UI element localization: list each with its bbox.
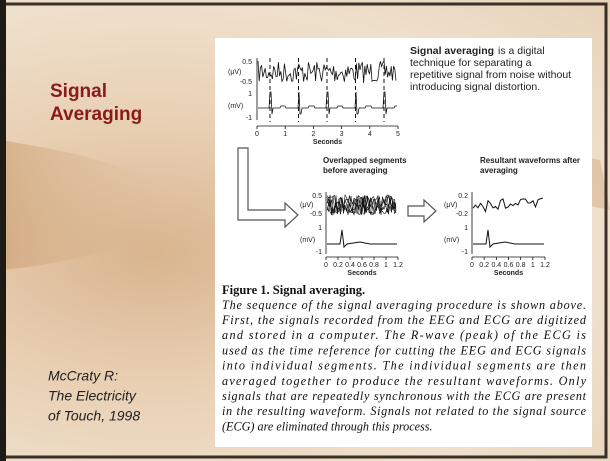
panel-title: Resultant waveforms after — [480, 156, 580, 165]
caption-line: (ECG) are eliminated through this proces… — [222, 419, 433, 433]
caption-line: signals that are repeatedly synchronous … — [222, 389, 587, 403]
x-tick-label: 0.8 — [516, 262, 526, 269]
unit-label: (mV) — [228, 103, 243, 110]
intro-line: technique for separating a — [410, 57, 532, 69]
intro-line: introducing signal distortion. — [410, 81, 540, 93]
trace — [327, 229, 397, 249]
x-tick-label: 4 — [368, 131, 372, 138]
tick-label: 1 — [464, 225, 468, 232]
unit-label: (mV) — [444, 237, 459, 244]
caption-line: averaged together to produce the resulta… — [222, 374, 587, 388]
intro-text: Signal averaging is a digital — [410, 45, 545, 57]
intro-bold: Signal averaging — [410, 45, 494, 57]
tick-label: -1 — [246, 115, 252, 122]
slide-title: Averaging — [50, 104, 142, 125]
panel-title: averaging — [480, 166, 518, 175]
x-tick-label: 0.6 — [504, 262, 514, 269]
caption-line: and stored in a computer. The R-wave (pe… — [222, 328, 586, 342]
citation: of Touch, 1998 — [48, 408, 140, 424]
intro-line: repetitive signal from noise without — [410, 69, 571, 81]
x-axis-label: Seconds — [494, 270, 523, 277]
x-tick-label: 0.8 — [369, 262, 379, 269]
figure-panel — [215, 38, 592, 447]
panel-title: before averaging — [323, 166, 388, 175]
trace — [326, 194, 397, 215]
flow-arrow — [237, 147, 299, 229]
intro-line: is a digital — [498, 45, 545, 57]
x-tick-label: 0.4 — [491, 262, 501, 269]
citation: McCraty R: — [48, 368, 118, 384]
unit-label: (μV) — [300, 202, 313, 209]
x-tick-label: 0 — [255, 131, 259, 138]
x-tick-label: 1 — [283, 131, 287, 138]
x-tick-label: 0.2 — [333, 262, 343, 269]
x-tick-label: 0 — [470, 262, 474, 269]
x-tick-label: 1 — [384, 262, 388, 269]
x-tick-label: 1.2 — [393, 262, 403, 269]
caption-line: used as the time reference for cutting t… — [222, 343, 586, 357]
caption-line: in the resulting waveform. Signals not r… — [222, 404, 587, 418]
trace — [258, 91, 397, 115]
tick-label: -0.5 — [310, 211, 322, 218]
tick-label: 0.5 — [242, 59, 252, 66]
tick-label: 0.5 — [312, 193, 322, 200]
x-tick-label: 0 — [324, 262, 328, 269]
caption-line: The sequence of the signal averaging pro… — [222, 298, 586, 312]
slide-title: Signal — [50, 81, 107, 102]
unit-label: (mV) — [300, 237, 315, 244]
x-axis-label: Seconds — [313, 139, 342, 146]
caption-line: First, the signals recorded from the EEG… — [221, 313, 587, 327]
tick-label: -0.5 — [240, 79, 252, 86]
caption-title: Figure 1. Signal averaging. — [222, 283, 365, 297]
x-tick-label: 1.2 — [540, 262, 550, 269]
background-shape — [0, 140, 188, 270]
trace — [473, 229, 544, 249]
flow-arrow — [407, 198, 437, 224]
trace — [472, 197, 544, 213]
unit-label: (μV) — [444, 202, 457, 209]
x-tick-label: 0.2 — [479, 262, 489, 269]
tick-label: 0.2 — [458, 193, 468, 200]
unit-label: (μV) — [228, 69, 241, 76]
tick-label: 1 — [318, 225, 322, 232]
x-tick-label: 5 — [396, 131, 400, 138]
tick-label: 1 — [248, 91, 252, 98]
panel-title: Overlapped segments — [323, 156, 407, 165]
x-tick-label: 1 — [531, 262, 535, 269]
slide-edge — [0, 0, 6, 461]
x-tick-label: 2 — [311, 131, 315, 138]
x-tick-label: 0.6 — [357, 262, 367, 269]
x-tick-label: 3 — [340, 131, 344, 138]
tick-label: -1 — [462, 249, 468, 256]
x-tick-label: 0.4 — [345, 262, 355, 269]
x-axis-label: Seconds — [347, 270, 376, 277]
tick-label: -1 — [316, 249, 322, 256]
tick-label: -0.2 — [456, 211, 468, 218]
trace — [326, 195, 397, 216]
caption-line: into individual segments. The individual… — [222, 359, 586, 373]
citation: The Electricity — [48, 388, 137, 404]
